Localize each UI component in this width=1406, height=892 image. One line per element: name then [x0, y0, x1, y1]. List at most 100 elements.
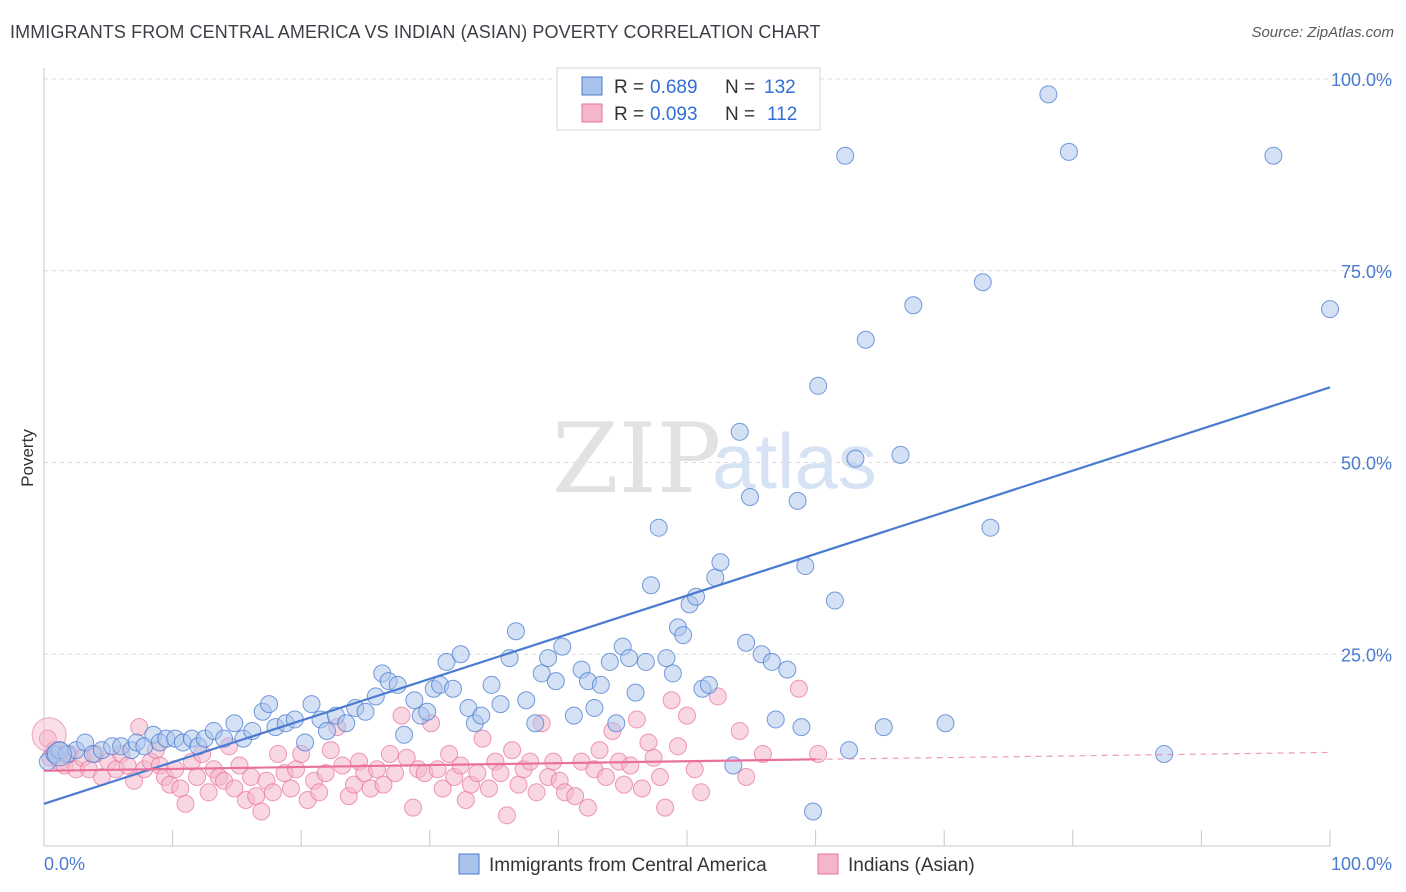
data-point-central-america — [1059, 142, 1078, 161]
legend-r-label-pink: R = — [614, 104, 644, 125]
data-point-central-america — [973, 273, 992, 292]
data-point-indians-asian — [374, 775, 393, 794]
data-point-indians-asian — [188, 767, 207, 786]
data-point-indians-asian — [753, 744, 772, 763]
y-tick-label: 25.0% — [1341, 645, 1392, 665]
data-point-central-america — [388, 675, 407, 694]
data-point-indians-asian — [344, 775, 363, 794]
legend-r-value-blue: 0.689 — [650, 77, 698, 98]
data-point-indians-asian — [404, 798, 423, 817]
data-point-central-america — [395, 725, 414, 744]
data-point-indians-asian — [242, 767, 261, 786]
legend-swatch-blue — [581, 76, 603, 96]
y-tick-label: 75.0% — [1341, 262, 1392, 282]
data-point-central-america — [788, 491, 807, 510]
legend-n-value-blue: 132 — [764, 77, 796, 98]
data-point-central-america — [215, 729, 234, 748]
data-point-central-america — [778, 660, 797, 679]
data-point-indians-asian — [252, 802, 271, 821]
legend-n-value-pink: 112 — [767, 104, 797, 125]
y-tick-labels: 25.0% 50.0% 75.0% 100.0% — [1331, 70, 1392, 665]
data-point-indians-asian — [644, 748, 663, 767]
data-point-indians-asian — [468, 764, 487, 783]
data-point-indians-asian — [491, 764, 510, 783]
data-point-indians-asian — [509, 775, 528, 794]
data-point-central-america — [636, 652, 655, 671]
data-point-central-america — [1155, 744, 1174, 763]
data-point-central-america — [296, 733, 315, 752]
data-point-central-america — [553, 637, 572, 656]
data-point-central-america — [437, 652, 456, 671]
y-axis-label: Poverty — [18, 429, 37, 487]
data-point-indians-asian — [685, 760, 704, 779]
data-point-indians-asian — [627, 710, 646, 729]
data-point-central-america — [620, 649, 639, 668]
data-point-indians-asian — [440, 744, 459, 763]
series-indians-asian — [31, 679, 828, 825]
data-point-central-america — [792, 718, 811, 737]
data-point-central-america — [539, 649, 558, 668]
data-point-central-america — [711, 553, 730, 572]
data-point-indians-asian — [590, 741, 609, 760]
data-point-central-america — [891, 445, 910, 464]
data-point-indians-asian — [521, 752, 540, 771]
data-point-central-america — [737, 633, 756, 652]
data-point-indians-asian — [668, 737, 687, 756]
data-point-central-america — [443, 679, 462, 698]
data-point-central-america — [766, 710, 785, 729]
data-point-central-america — [741, 488, 760, 507]
data-point-central-america — [657, 649, 676, 668]
data-point-central-america — [302, 695, 321, 714]
data-point-central-america — [846, 449, 865, 468]
data-point-central-america — [981, 518, 1000, 537]
bottom-legend-label-pink: Indians (Asian) — [848, 855, 975, 876]
data-point-central-america — [809, 376, 828, 395]
data-point-indians-asian — [632, 779, 651, 798]
data-point-central-america — [1039, 85, 1058, 104]
data-point-indians-asian — [269, 744, 288, 763]
data-point-indians-asian — [614, 775, 633, 794]
trend-line-central-america — [43, 386, 1331, 805]
data-point-indians-asian — [428, 760, 447, 779]
data-point-central-america — [472, 706, 491, 725]
data-point-indians-asian — [662, 691, 681, 710]
watermark-zip: ZIP — [552, 403, 721, 515]
series-legend: Immigrants from Central America Indians … — [458, 853, 975, 876]
data-point-central-america — [730, 422, 749, 441]
data-point-indians-asian — [247, 787, 266, 806]
data-point-indians-asian — [281, 779, 300, 798]
data-point-indians-asian — [566, 787, 585, 806]
data-point-central-america — [405, 691, 424, 710]
data-point-indians-asian — [692, 783, 711, 802]
data-point-central-america — [564, 706, 583, 725]
data-point-central-america — [317, 721, 336, 740]
data-point-indians-asian — [678, 706, 696, 725]
data-point-indians-asian — [433, 779, 452, 798]
data-point-central-america — [607, 714, 626, 733]
data-point-indians-asian — [386, 764, 405, 783]
data-point-indians-asian — [503, 741, 522, 760]
data-point-central-america — [699, 675, 718, 694]
data-point-central-america — [856, 330, 875, 349]
data-point-indians-asian — [199, 783, 218, 802]
data-point-central-america — [626, 683, 645, 702]
data-point-indians-asian — [263, 783, 282, 802]
data-point-indians-asian — [650, 767, 669, 786]
legend-n-label-blue: N = — [725, 77, 755, 98]
data-point-indians-asian — [456, 790, 475, 809]
data-point-indians-asian — [596, 767, 615, 786]
data-point-central-america — [532, 664, 551, 683]
source-credit: Source: ZipAtlas.com — [1251, 24, 1394, 41]
data-point-indians-asian — [479, 779, 498, 798]
legend-r-label-blue: R = — [614, 77, 644, 98]
data-point-central-america — [641, 576, 660, 595]
data-point-central-america — [687, 587, 706, 606]
bottom-legend-swatch-pink — [817, 853, 839, 875]
data-point-indians-asian — [310, 783, 329, 802]
data-point-indians-asian — [230, 756, 249, 775]
trend-line-indians-asian-extension — [815, 751, 1331, 760]
data-point-indians-asian — [225, 779, 244, 798]
data-point-central-america — [1321, 300, 1339, 319]
data-point-indians-asian — [737, 767, 756, 786]
